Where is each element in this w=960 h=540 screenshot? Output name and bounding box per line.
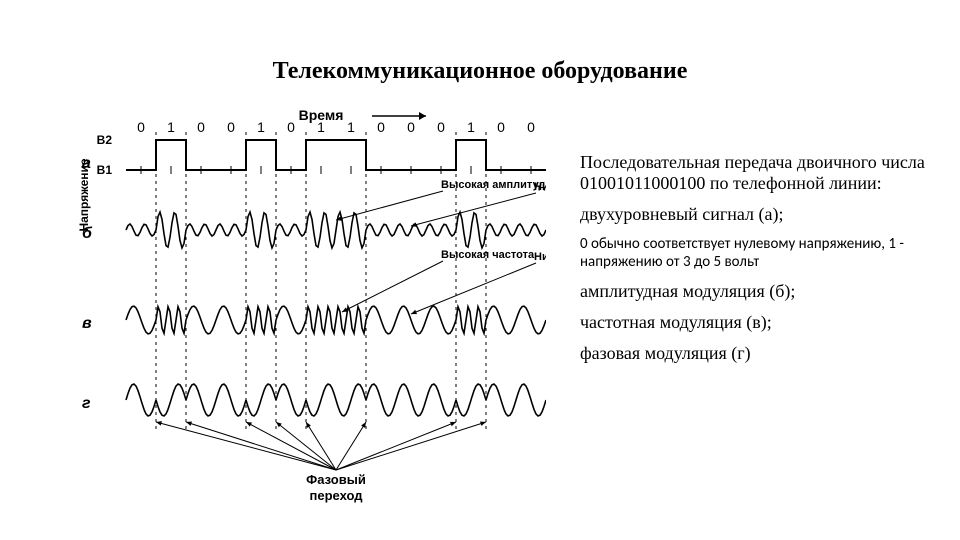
svg-text:1: 1: [347, 119, 355, 135]
svg-text:0: 0: [497, 119, 505, 135]
svg-text:B1: B1: [97, 163, 113, 177]
svg-text:1: 1: [167, 119, 175, 135]
svg-text:1: 1: [257, 119, 265, 135]
svg-text:Фазовый: Фазовый: [306, 472, 366, 487]
explain-p3: 0 обычно соответствует нулевому напряжен…: [580, 235, 940, 271]
svg-text:Низкая частота: Низкая частота: [534, 251, 546, 263]
svg-text:0: 0: [137, 119, 145, 135]
explain-p2: двухуровневый сигнал (а);: [580, 204, 940, 225]
svg-text:0: 0: [287, 119, 295, 135]
svg-text:0: 0: [197, 119, 205, 135]
svg-text:0: 0: [407, 119, 415, 135]
page-title: Телекоммуникационное оборудование: [0, 58, 960, 85]
row-label-a: а: [82, 155, 91, 173]
svg-text:Высокая частота: Высокая частота: [441, 249, 535, 261]
explanation-block: Последовательная передача двоичного числ…: [580, 152, 940, 374]
svg-text:0: 0: [527, 119, 535, 135]
svg-text:B2: B2: [97, 133, 113, 147]
explain-p4: амплитудная модуляция (б);: [580, 281, 940, 302]
row-label-c: в: [82, 315, 92, 333]
row-label-b: б: [82, 225, 92, 243]
svg-text:0: 0: [227, 119, 235, 135]
svg-text:Низкая амплитуда: Низкая амплитуда: [534, 181, 546, 193]
modulation-diagram: Время01001011000100B2B1НапряжениеВысокая…: [76, 110, 546, 510]
svg-text:переход: переход: [309, 488, 363, 503]
svg-text:1: 1: [317, 119, 325, 135]
explain-p1: Последовательная передача двоичного числ…: [580, 152, 940, 194]
svg-text:Высокая амплитуда: Высокая амплитуда: [441, 179, 546, 191]
explain-p5: частотная модуляция (в);: [580, 312, 940, 333]
row-label-d: г: [82, 395, 91, 413]
svg-text:1: 1: [467, 119, 475, 135]
svg-text:0: 0: [437, 119, 445, 135]
svg-text:0: 0: [377, 119, 385, 135]
explain-p6: фазовая модуляция (г): [580, 343, 940, 364]
